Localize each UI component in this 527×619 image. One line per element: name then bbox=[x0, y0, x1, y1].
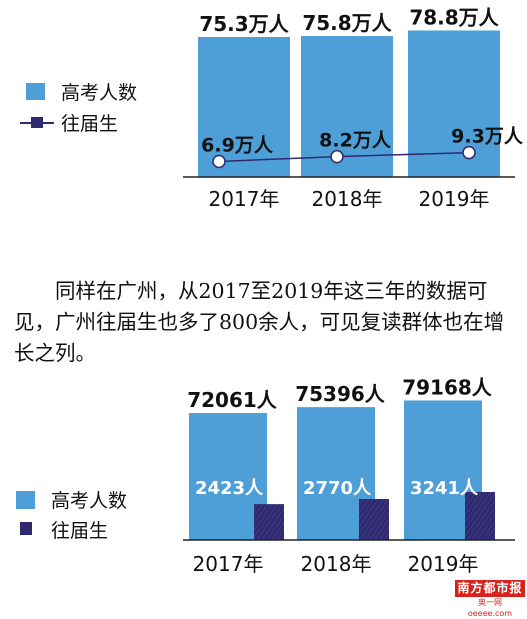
data-label-exam-total: 78.8万人 bbox=[409, 5, 499, 29]
data-label-guangzhou-exam-total: 72061人 bbox=[187, 388, 278, 412]
legend-label-exam-total: 高考人数 bbox=[61, 82, 137, 104]
logo-sub-text: 奥一网 oeeee.com bbox=[467, 598, 513, 618]
logo-main-text: 南方都市报 bbox=[455, 580, 525, 597]
repeat-students-point bbox=[330, 149, 344, 164]
x-tick-label: 2018年 bbox=[301, 552, 372, 576]
legend-swatch-exam-total bbox=[26, 83, 45, 100]
legend-swatch-exam-total bbox=[16, 491, 35, 509]
data-label-exam-total: 75.8万人 bbox=[302, 11, 392, 35]
bar-exam-total bbox=[408, 30, 500, 178]
legend-label-repeat-students: 往届生 bbox=[51, 520, 108, 542]
data-label-guangzhou-exam-total: 79168人 bbox=[402, 375, 493, 399]
repeat-students-point bbox=[212, 154, 226, 169]
data-label-repeat-students: 6.9万人 bbox=[201, 134, 274, 156]
body-paragraph: 同样在广州，从2017至2019年这三年的数据可见，广州往届生也多了800余人，… bbox=[14, 279, 505, 365]
bar-guangzhou-repeat-students bbox=[359, 498, 389, 540]
x-tick-label: 2017年 bbox=[193, 552, 264, 576]
newspaper-logo: 南方都市报 奥一网 oeeee.com bbox=[455, 580, 525, 618]
x-tick-label: 2017年 bbox=[209, 187, 280, 211]
x-tick-label: 2019年 bbox=[419, 187, 490, 211]
data-label-guangzhou-exam-total: 75396人 bbox=[295, 382, 386, 406]
x-tick-label: 2018年 bbox=[312, 187, 383, 211]
legend-label-exam-total: 高考人数 bbox=[51, 490, 127, 512]
legend-swatch-repeat-students bbox=[20, 522, 32, 535]
data-label-repeat-students: 9.3万人 bbox=[451, 126, 524, 148]
data-label-repeat-students: 8.2万人 bbox=[319, 130, 392, 152]
bar-guangzhou-repeat-students bbox=[254, 504, 284, 540]
repeat-students-point bbox=[462, 145, 476, 160]
data-label-guangzhou-repeat-students: 2423人 bbox=[195, 478, 264, 499]
legend-marker-repeat bbox=[31, 117, 43, 128]
data-label-exam-total: 75.3万人 bbox=[199, 12, 289, 36]
bar-exam-total bbox=[198, 37, 290, 177]
data-label-guangzhou-repeat-students: 2770人 bbox=[303, 478, 372, 499]
legend-label-repeat-students: 往届生 bbox=[61, 113, 118, 135]
x-tick-label: 2019年 bbox=[408, 552, 479, 576]
bar-exam-total bbox=[301, 36, 393, 177]
data-label-guangzhou-repeat-students: 3241人 bbox=[410, 478, 479, 499]
bar-guangzhou-repeat-students bbox=[465, 492, 495, 540]
